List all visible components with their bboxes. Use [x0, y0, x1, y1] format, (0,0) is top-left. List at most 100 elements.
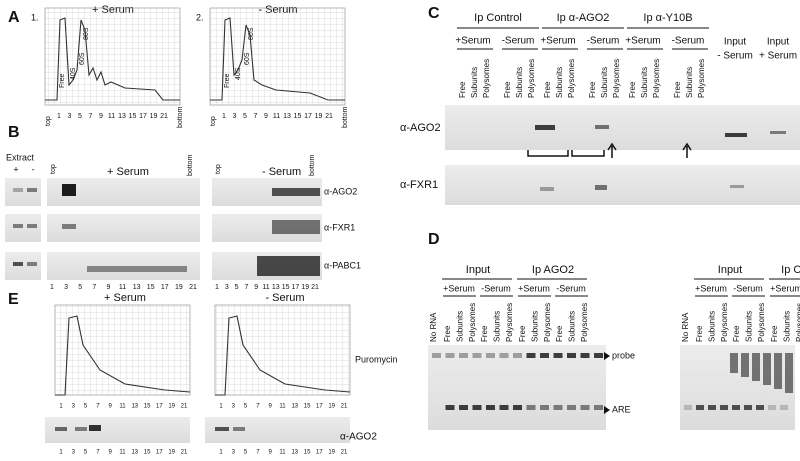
peak-label: 60S	[244, 52, 251, 65]
band	[696, 405, 704, 410]
fraction-label: Polysomes	[697, 59, 706, 98]
lane-number: 3	[225, 284, 229, 291]
lane-number: 1	[219, 450, 223, 456]
band	[55, 427, 67, 431]
lane-number: 3	[64, 284, 68, 291]
group-title: Input	[718, 264, 742, 276]
fraction-label: Free	[555, 325, 564, 342]
band	[215, 427, 229, 431]
antibody-label: α-AGO2	[340, 432, 377, 443]
fraction-number: 7	[256, 404, 260, 410]
lane-number: 15	[304, 450, 311, 456]
fraction-number: 1	[57, 113, 61, 120]
condition-title: - Serum	[262, 166, 301, 178]
fraction-number: 5	[244, 404, 248, 410]
plot-index: 2.	[196, 12, 204, 22]
fraction-number: 15	[144, 404, 151, 410]
lane-number: 1	[59, 450, 63, 456]
blot-strip	[205, 417, 350, 443]
fraction-number: 17	[316, 404, 323, 410]
fraction-number: 15	[304, 404, 311, 410]
bracket	[527, 150, 605, 157]
extract-label: Extract	[6, 152, 35, 162]
lane-number: 19	[301, 284, 309, 291]
fraction-label: Subunits	[708, 311, 717, 342]
lane-number: 11	[119, 284, 126, 291]
condition: -Serum	[556, 283, 586, 293]
lane-number: 3	[72, 450, 76, 456]
condition: +Serum	[625, 36, 660, 47]
axis-end: bottom	[309, 154, 316, 176]
fraction-number: 3	[232, 404, 236, 410]
band	[27, 188, 37, 192]
input-label: Input	[724, 37, 746, 48]
ip-group: Ip Control	[474, 12, 522, 24]
band	[720, 405, 728, 410]
band	[499, 405, 509, 410]
band	[445, 353, 455, 358]
fraction-label: Subunits	[640, 67, 649, 98]
input-label: - Serum	[717, 51, 753, 62]
lane-number: 7	[244, 284, 248, 291]
fraction-number: 17	[156, 404, 163, 410]
marker-label: ARE	[612, 404, 631, 414]
fraction-number: 9	[109, 404, 113, 410]
band	[744, 405, 752, 410]
fraction-number: 3	[72, 404, 76, 410]
profile-trace	[45, 17, 180, 101]
lane-number: 5	[78, 284, 82, 291]
fraction-number: 19	[168, 404, 175, 410]
condition-title: - Serum	[265, 292, 304, 304]
fraction-number: 21	[160, 113, 168, 120]
band	[780, 405, 788, 410]
fraction-number: 3	[233, 113, 237, 120]
band	[580, 405, 590, 410]
fraction-number: 17	[139, 113, 147, 120]
fraction-label: Subunits	[515, 67, 524, 98]
band	[540, 187, 554, 191]
band	[459, 405, 468, 410]
input-label: + Serum	[759, 51, 797, 62]
band	[708, 405, 716, 410]
axis-end: bottom	[342, 106, 349, 128]
lane-number: 21	[341, 450, 348, 456]
band	[272, 220, 320, 234]
antibody-label: α-PABC1	[324, 260, 361, 270]
lane-number: 17	[161, 284, 169, 291]
fraction-label: Free	[673, 81, 682, 98]
lane-sign: -	[32, 164, 35, 174]
axis-end: bottom	[177, 106, 184, 128]
fraction-label: Subunits	[600, 67, 609, 98]
fraction-label: Free	[480, 325, 489, 342]
fraction-label: Free	[503, 81, 512, 98]
group-title: Ip AGO2	[532, 264, 574, 276]
ip-group: Ip α-Y10B	[643, 12, 692, 24]
band	[89, 425, 101, 431]
axis-end: top	[50, 164, 57, 174]
band	[445, 405, 455, 410]
fraction-label: Free	[628, 81, 637, 98]
band	[75, 427, 87, 431]
blot-strip	[428, 345, 606, 430]
blot-strip	[445, 105, 800, 150]
lane-number: 13	[291, 450, 298, 456]
plot-index: 1.	[31, 12, 39, 22]
lane-number: 17	[156, 450, 163, 456]
band	[272, 188, 320, 196]
band	[553, 353, 563, 358]
marker-arrow	[604, 352, 610, 414]
axis-end: bottom	[187, 154, 194, 176]
fraction-label: Polysomes	[612, 59, 621, 98]
lane-number: 21	[311, 284, 319, 291]
row-antibody: α-FXR1	[400, 179, 438, 191]
peak-label: 80S	[248, 27, 255, 40]
fraction-label: Polysomes	[652, 59, 661, 98]
fraction-number: 7	[89, 113, 93, 120]
fraction-number: 11	[279, 404, 286, 410]
fraction-number: 11	[119, 404, 126, 410]
fraction-label: Polysomes	[580, 303, 589, 342]
band	[785, 353, 793, 393]
lane-sign: +	[13, 164, 18, 174]
fraction-number: 19	[315, 113, 323, 120]
fraction-number: 1	[219, 404, 223, 410]
